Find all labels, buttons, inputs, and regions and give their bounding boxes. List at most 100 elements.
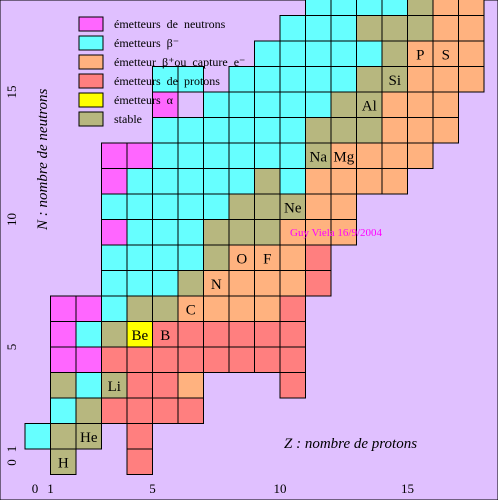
nuclide-cell [177,346,204,373]
nuclide-cell [126,219,153,246]
nuclide-cell [101,193,128,220]
nuclide-cell [126,244,153,271]
nuclide-cell [75,346,102,373]
nuclide-cell [203,321,230,348]
nuclide-cell [330,0,357,16]
nuclide-cell [126,295,153,322]
element-label: Be [131,328,148,344]
nuclide-cell [228,117,255,144]
nuclide-cell [126,372,153,399]
nuclide-cell [228,91,255,118]
nuclide-cell [432,117,459,144]
nuclide-cell [356,142,383,169]
nuclide-cell [254,193,281,220]
nuclide-cell [126,423,153,450]
nuclide-cell [101,295,128,322]
nuclide-cell [203,295,230,322]
nuclide-cell [177,321,204,348]
legend-label: émetteurs de neutrons [114,17,226,31]
element-label: Li [108,379,121,395]
nuclide-cell [407,40,434,67]
element-label: Mg [333,150,354,166]
nuclide-cell [177,372,204,399]
nuclide-cell [381,142,408,169]
nuclide-cell [177,244,204,271]
nuclide-cell [50,346,77,373]
nuclide-cell [203,142,230,169]
nuclide-cell [356,168,383,195]
nuclide-cell [228,142,255,169]
nuclide-cell [75,397,102,424]
nuclide-cell [75,295,102,322]
nuclide-cell [228,270,255,297]
nuclide-cell [152,372,179,399]
legend: émetteurs de neutrons émetteurs β⁻ émetteu… [78,16,245,127]
nuclide-cell [177,219,204,246]
legend-swatch [78,35,104,51]
nuclide-cell [152,397,179,424]
nuclide-cell [254,321,281,348]
nuclide-cell [228,346,255,373]
y-tick-label: 0 [4,459,19,466]
nuclide-cell [203,244,230,271]
legend-label: émetteur β⁺ou capture e⁻ [114,55,245,69]
nuclide-cell [432,0,459,16]
nuclide-cell [305,40,332,67]
nuclide-cell [305,117,332,144]
nuclide-cell [126,270,153,297]
cells-layer [24,0,485,475]
nuclide-cell [254,168,281,195]
nuclide-cell [152,117,179,144]
element-label: Ne [284,201,302,217]
nuclide-cell [126,168,153,195]
nuclide-cell [254,219,281,246]
nuclide-cell [407,66,434,93]
nuclide-cell [228,66,255,93]
nuclide-cell [432,91,459,118]
nuclide-cell [126,321,153,348]
nuclide-cell [381,91,408,118]
nuclide-cell [458,15,485,42]
legend-swatch [78,16,104,32]
nuclide-cell [177,142,204,169]
nuclide-cell [126,448,153,475]
y-tick-label: 15 [4,86,19,99]
nuclide-cell [381,66,408,93]
element-label: Si [389,73,402,89]
nuclide-cell [203,193,230,220]
nuclide-cell [381,117,408,144]
nuclide-cell [101,219,128,246]
nuclide-cell [101,142,128,169]
nuclide-cell [126,397,153,424]
nuclide-cell [407,91,434,118]
credit-text: Guy Viela 16/9/2004 [290,227,383,239]
nuclide-cell [228,193,255,220]
nuclide-cell [356,0,383,16]
nuclide-cell [152,142,179,169]
nuclide-cell [279,142,306,169]
nuclide-cell [254,40,281,67]
nuclide-cell [407,117,434,144]
nuclide-cell [24,423,51,450]
x-axis-label: Z : nombre de protons [284,436,417,452]
nuclide-cell [279,244,306,271]
nuclide-cell [152,295,179,322]
nuclide-cell [75,372,102,399]
x-tick-label: 0 [32,481,39,496]
legend-swatch [78,54,104,70]
nuclide-cell [228,168,255,195]
element-label: Na [310,150,328,166]
nuclide-cell [279,295,306,322]
nuclide-cell [279,346,306,373]
nuclide-cell [50,448,77,475]
legend-label: émetteurs α [114,93,174,107]
nuclide-cell [101,346,128,373]
element-label: O [236,252,247,268]
nuclide-cell [152,244,179,271]
nuclide-cell [279,168,306,195]
nuclide-cell [254,117,281,144]
element-label: He [80,430,98,446]
nuclide-cell [126,346,153,373]
